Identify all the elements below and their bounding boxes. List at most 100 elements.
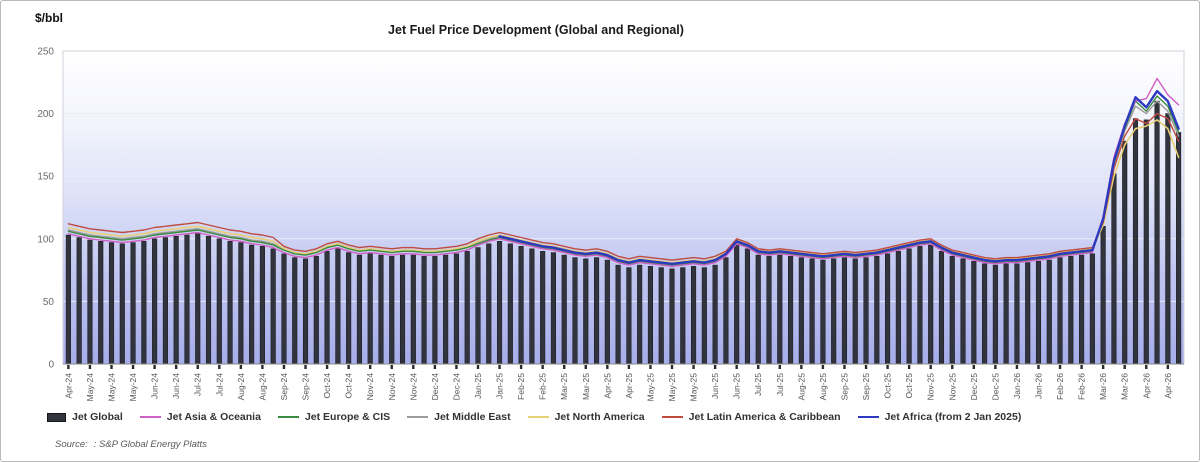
bar bbox=[475, 247, 481, 365]
bar bbox=[777, 254, 783, 365]
bar bbox=[1068, 256, 1074, 365]
bar bbox=[1057, 257, 1063, 365]
bar bbox=[1014, 263, 1020, 365]
bar bbox=[658, 267, 664, 365]
bar bbox=[389, 256, 395, 365]
bar bbox=[292, 257, 298, 365]
legend-swatch-line bbox=[139, 415, 161, 419]
bar bbox=[346, 252, 352, 365]
bar bbox=[281, 253, 287, 365]
bar bbox=[1111, 173, 1117, 365]
bar bbox=[464, 251, 470, 365]
x-tick-label: Jun-25 bbox=[710, 373, 720, 399]
series-line bbox=[67, 119, 1180, 264]
legend-swatch-line bbox=[407, 415, 429, 419]
bar bbox=[335, 248, 341, 365]
y-tick-label: 150 bbox=[37, 172, 54, 183]
x-tick-label: Nov-24 bbox=[387, 373, 397, 401]
bar bbox=[453, 253, 459, 365]
x-tick-label: Jan-25 bbox=[495, 373, 505, 399]
legend-swatch-line bbox=[661, 415, 683, 419]
x-tick-label: Jul-25 bbox=[753, 373, 763, 396]
legend-item-6: Jet Latin America & Caribbean bbox=[661, 411, 841, 423]
source-value: : S&P Global Energy Platts bbox=[93, 439, 207, 450]
bar bbox=[173, 236, 179, 365]
bar bbox=[1046, 259, 1052, 365]
y-axis-unit-label: $/bbl bbox=[35, 11, 64, 25]
bar bbox=[238, 242, 244, 365]
x-tick-label: Nov-24 bbox=[365, 373, 375, 401]
bar bbox=[259, 246, 265, 365]
legend-item-2: Jet Asia & Oceania bbox=[139, 411, 261, 423]
x-tick-label: Nov-25 bbox=[947, 373, 957, 401]
bar bbox=[971, 261, 977, 365]
bar bbox=[421, 256, 427, 365]
x-tick-label: May-24 bbox=[107, 373, 117, 402]
bar bbox=[788, 256, 794, 365]
bar bbox=[1176, 132, 1182, 365]
bar bbox=[313, 256, 319, 365]
bar bbox=[1035, 261, 1042, 365]
x-tick-label: Apr-25 bbox=[624, 373, 634, 399]
x-tick-label: Mar-25 bbox=[581, 373, 591, 400]
bar bbox=[852, 258, 858, 365]
x-tick-label: Nov-24 bbox=[408, 373, 418, 401]
bar bbox=[432, 256, 438, 365]
bar bbox=[1122, 140, 1128, 365]
bar bbox=[87, 239, 93, 365]
bar bbox=[162, 237, 168, 365]
bar bbox=[108, 242, 115, 365]
x-tick-label: Jun-25 bbox=[732, 373, 742, 399]
bar bbox=[615, 264, 621, 365]
x-tick-label: Feb-26 bbox=[1055, 373, 1065, 400]
x-tick-label: Jan-25 bbox=[473, 373, 483, 399]
bar bbox=[130, 242, 136, 365]
x-tick-label: Aug-25 bbox=[796, 373, 806, 401]
bar bbox=[992, 264, 998, 365]
y-tick-label: 50 bbox=[43, 297, 55, 308]
x-tick-label: Jul-25 bbox=[775, 373, 785, 396]
y-tick-label: 200 bbox=[37, 109, 54, 120]
bar bbox=[604, 259, 610, 365]
x-tick-label: Apr-24 bbox=[63, 373, 73, 399]
legend-swatch-bar bbox=[47, 412, 66, 422]
chart-legend: Jet Global Jet Asia & Oceania Jet Europe &… bbox=[47, 411, 1021, 423]
bar bbox=[356, 254, 362, 365]
x-tick-label: Oct-24 bbox=[322, 373, 332, 399]
bar bbox=[540, 251, 546, 365]
source-label: Source: bbox=[55, 439, 88, 450]
legend-swatch-line bbox=[527, 415, 549, 419]
x-tick-label: Mar-25 bbox=[559, 373, 569, 400]
bar bbox=[152, 238, 158, 365]
bar bbox=[755, 254, 761, 365]
bar bbox=[809, 258, 815, 365]
series-line bbox=[67, 112, 1180, 261]
bar bbox=[820, 259, 826, 365]
x-tick-label: Aug-24 bbox=[257, 373, 267, 401]
price-chart: 0 50 100 150 200 250 Apr-24 May-24 May-24 May-24 J… bbox=[37, 47, 1185, 402]
bar bbox=[561, 254, 567, 365]
bar bbox=[141, 241, 147, 365]
x-tick-label: Oct-24 bbox=[344, 373, 354, 399]
x-tick-label: Apr-25 bbox=[602, 373, 612, 399]
legend-item-4: Jet Middle East bbox=[407, 411, 511, 423]
bar bbox=[410, 254, 416, 365]
legend-label: Jet Asia & Oceania bbox=[166, 411, 261, 423]
x-tick-label: Nov-25 bbox=[926, 373, 936, 401]
x-tick-label: Mar-26 bbox=[1098, 373, 1108, 400]
bar bbox=[76, 237, 82, 365]
bar bbox=[65, 234, 71, 365]
x-tick-label: Jan-26 bbox=[1033, 373, 1043, 399]
bar bbox=[938, 251, 945, 365]
bar bbox=[1079, 254, 1085, 365]
x-tick-label: May-24 bbox=[128, 373, 138, 402]
legend-swatch-line bbox=[857, 415, 879, 419]
bar bbox=[1089, 253, 1095, 365]
bar bbox=[1132, 118, 1139, 365]
bar bbox=[249, 244, 255, 365]
x-tick-label: Dec-25 bbox=[990, 373, 1000, 401]
bar bbox=[572, 257, 578, 365]
bar bbox=[874, 256, 880, 365]
x-tick-label: Jun-24 bbox=[171, 373, 181, 399]
x-tick-label: Aug-25 bbox=[818, 373, 828, 401]
